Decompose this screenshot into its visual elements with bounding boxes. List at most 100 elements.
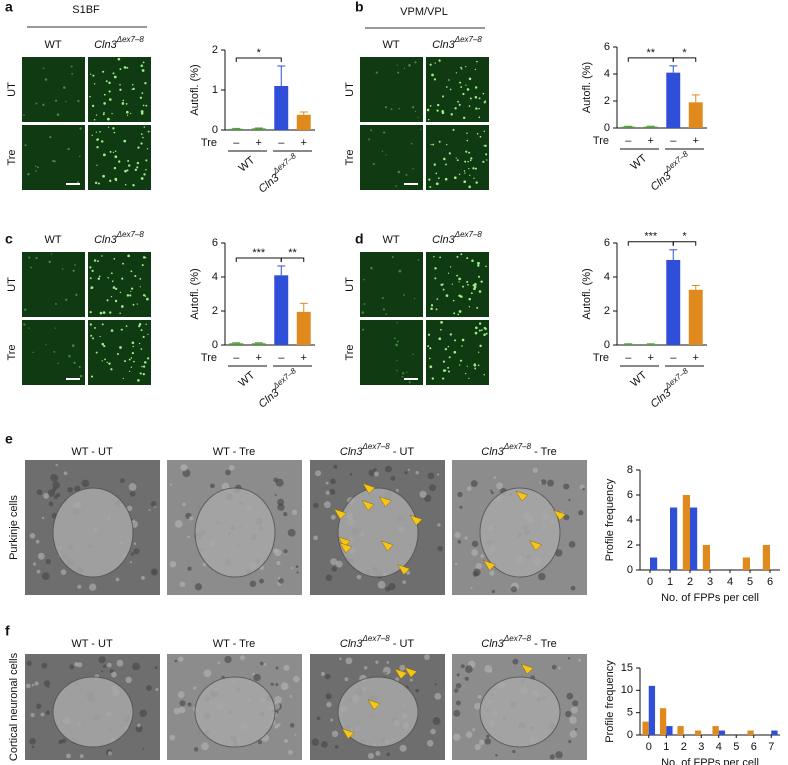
fluor-spot	[405, 173, 408, 176]
fluor-spot	[398, 107, 400, 110]
fluor-spot	[102, 174, 105, 178]
fluor-spot	[398, 269, 402, 273]
texture	[291, 509, 298, 515]
nucleus	[52, 676, 134, 748]
texture	[31, 745, 35, 749]
fluor-spot	[448, 356, 451, 359]
fluor-spot	[72, 269, 75, 272]
bar	[666, 726, 673, 735]
texture	[510, 586, 518, 593]
texture	[477, 694, 482, 699]
fluor-spot	[48, 260, 51, 264]
significance-label: *	[682, 47, 687, 59]
significance-label: *	[682, 231, 687, 243]
x-tick-label: 0	[647, 576, 653, 588]
fluor-spot	[473, 287, 476, 291]
texture	[26, 660, 32, 666]
fluor-spot	[381, 296, 384, 299]
texture	[287, 528, 296, 537]
fluor-spot	[140, 110, 144, 113]
fluor-spot	[458, 277, 462, 281]
fluor-spot	[96, 146, 99, 149]
fluor-spot	[447, 345, 450, 348]
bar	[690, 507, 698, 570]
fluor-spot	[122, 262, 124, 265]
fluor-spot	[465, 84, 467, 86]
fluor-spot	[448, 79, 450, 81]
texture	[45, 558, 51, 565]
fluor-spot	[119, 88, 122, 91]
fluor-spot	[106, 117, 110, 121]
fluor-spot	[119, 291, 122, 294]
fluor-spot	[27, 172, 30, 176]
row-label: Tre	[6, 344, 18, 360]
image-title: Cln3Δex7–8 - Tre	[481, 442, 556, 458]
fluor-spot	[28, 256, 31, 259]
fluor-spot	[101, 323, 104, 326]
fluor-spot	[468, 167, 470, 170]
texture	[460, 664, 465, 669]
fluor-spot	[466, 88, 470, 91]
significance-label: ***	[644, 231, 658, 243]
row-label: Tre	[201, 352, 217, 364]
arrowhead	[397, 564, 411, 576]
bar	[229, 343, 244, 345]
texture	[335, 560, 343, 568]
fluor-spot	[68, 355, 71, 358]
texture	[344, 677, 349, 682]
bar	[229, 128, 244, 130]
image-title: Cln3Δex7–8 - UT	[340, 442, 415, 458]
texture	[135, 725, 143, 733]
texture	[437, 473, 440, 476]
texture	[129, 490, 136, 497]
texture	[154, 666, 158, 670]
texture	[454, 562, 458, 566]
italic-text: Cln3	[340, 638, 364, 650]
bar	[718, 730, 726, 735]
italic-text: Cln3	[94, 234, 118, 246]
fluor-spot	[142, 372, 146, 376]
fluor-spot	[54, 99, 58, 102]
texture	[349, 472, 353, 476]
texture	[294, 733, 297, 736]
category-label: –	[625, 135, 632, 147]
fluor-spot	[395, 343, 398, 347]
fluor-spot	[411, 106, 415, 109]
micrograph	[22, 57, 85, 122]
texture	[390, 476, 396, 481]
error-bar	[669, 249, 678, 260]
fluor-spot	[140, 133, 143, 135]
fluor-spot	[363, 278, 365, 281]
fluor-spot	[382, 308, 386, 311]
fluor-spot	[106, 299, 109, 302]
texture	[187, 566, 192, 571]
fluor-spot	[99, 130, 101, 133]
texture	[471, 549, 478, 556]
fluor-spot	[141, 92, 144, 94]
micrograph	[426, 57, 489, 122]
fluor-spot	[436, 103, 440, 107]
texture	[37, 552, 45, 560]
fluor-spot	[447, 272, 450, 274]
fluor-spot	[90, 375, 94, 378]
texture	[345, 657, 353, 665]
texture	[277, 577, 281, 580]
fluor-spot	[483, 145, 485, 147]
fluor-spot	[96, 138, 99, 141]
texture	[289, 695, 293, 698]
texture	[415, 471, 419, 475]
fluor-spot	[391, 256, 394, 258]
texture	[277, 723, 281, 727]
fluor-spot	[381, 150, 384, 152]
fluor-spot	[77, 99, 80, 103]
texture	[312, 502, 319, 509]
fluor-spot	[432, 143, 435, 146]
texture	[259, 661, 264, 666]
texture	[148, 508, 151, 511]
group-label: Cln3Δex7–8	[254, 366, 303, 410]
category-label: –	[233, 352, 240, 364]
error-bar	[691, 285, 700, 290]
texture	[41, 516, 45, 520]
fluor-spot	[484, 327, 487, 330]
texture	[61, 738, 67, 744]
